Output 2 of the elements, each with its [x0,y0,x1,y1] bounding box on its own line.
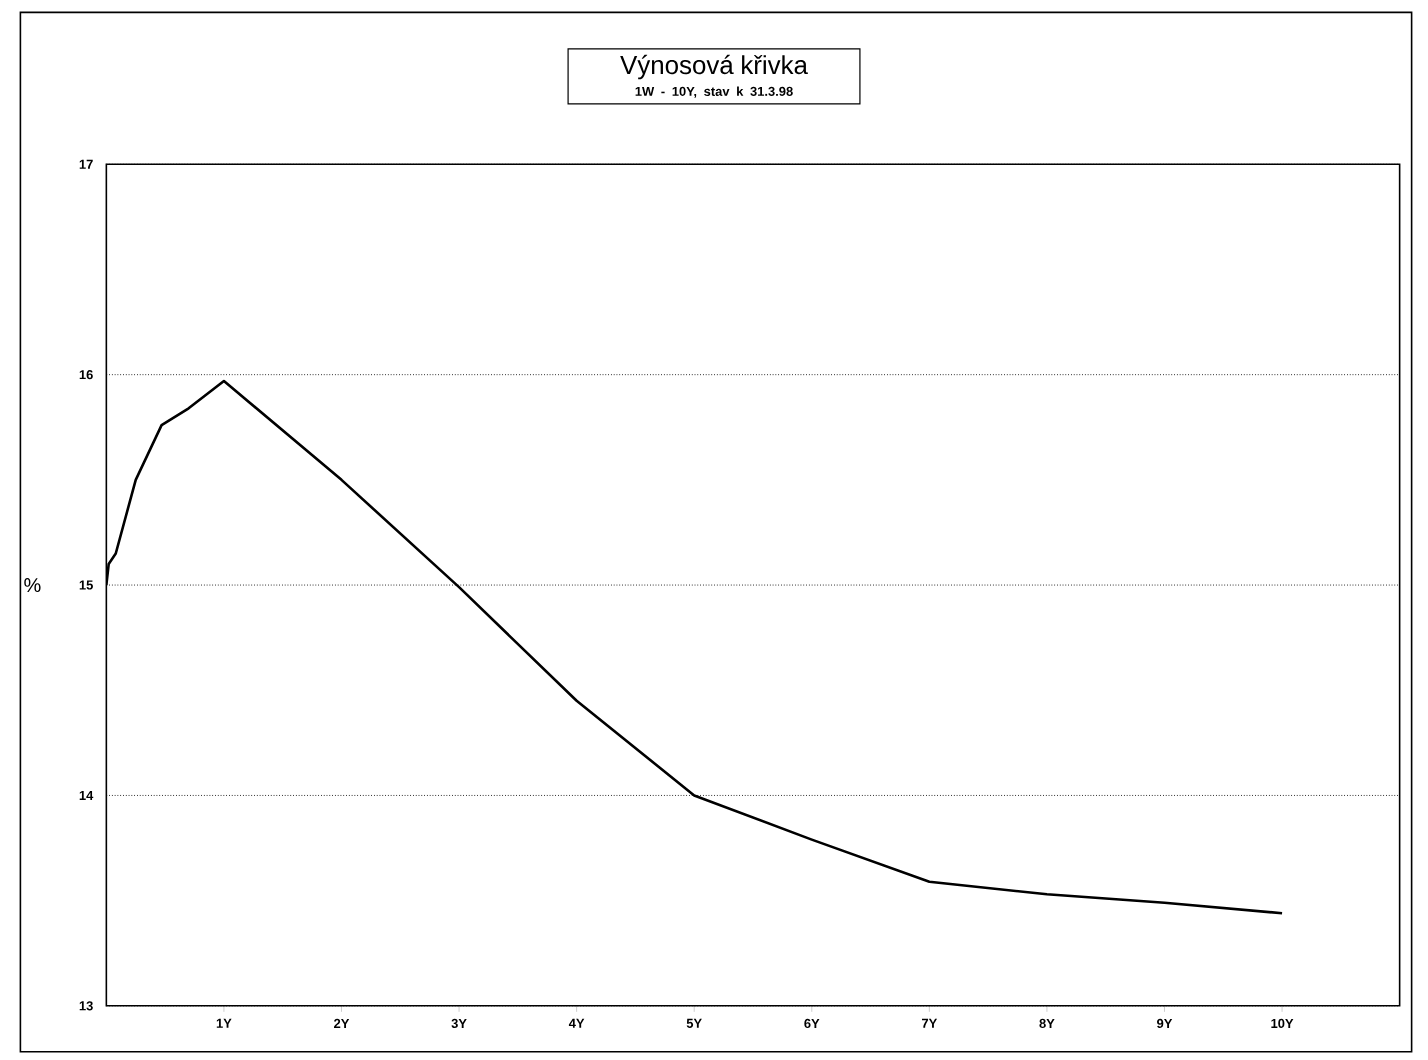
y-axis-title: % [24,577,41,592]
chart-title: Výnosová křivka [620,54,808,80]
